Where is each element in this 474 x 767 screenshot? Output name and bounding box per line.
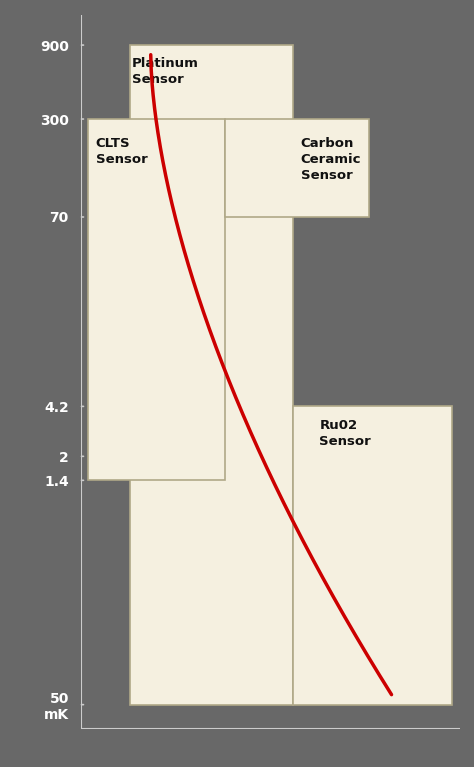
Text: CLTS
Sensor: CLTS Sensor — [96, 137, 147, 166]
Text: Platinum
Sensor: Platinum Sensor — [132, 58, 199, 87]
Bar — [225, 119, 369, 217]
Text: Ru02
Sensor: Ru02 Sensor — [319, 419, 371, 448]
Text: Carbon
Ceramic
Sensor: Carbon Ceramic Sensor — [301, 137, 361, 182]
Bar — [88, 119, 225, 480]
Bar — [130, 45, 293, 705]
Bar — [293, 407, 452, 705]
